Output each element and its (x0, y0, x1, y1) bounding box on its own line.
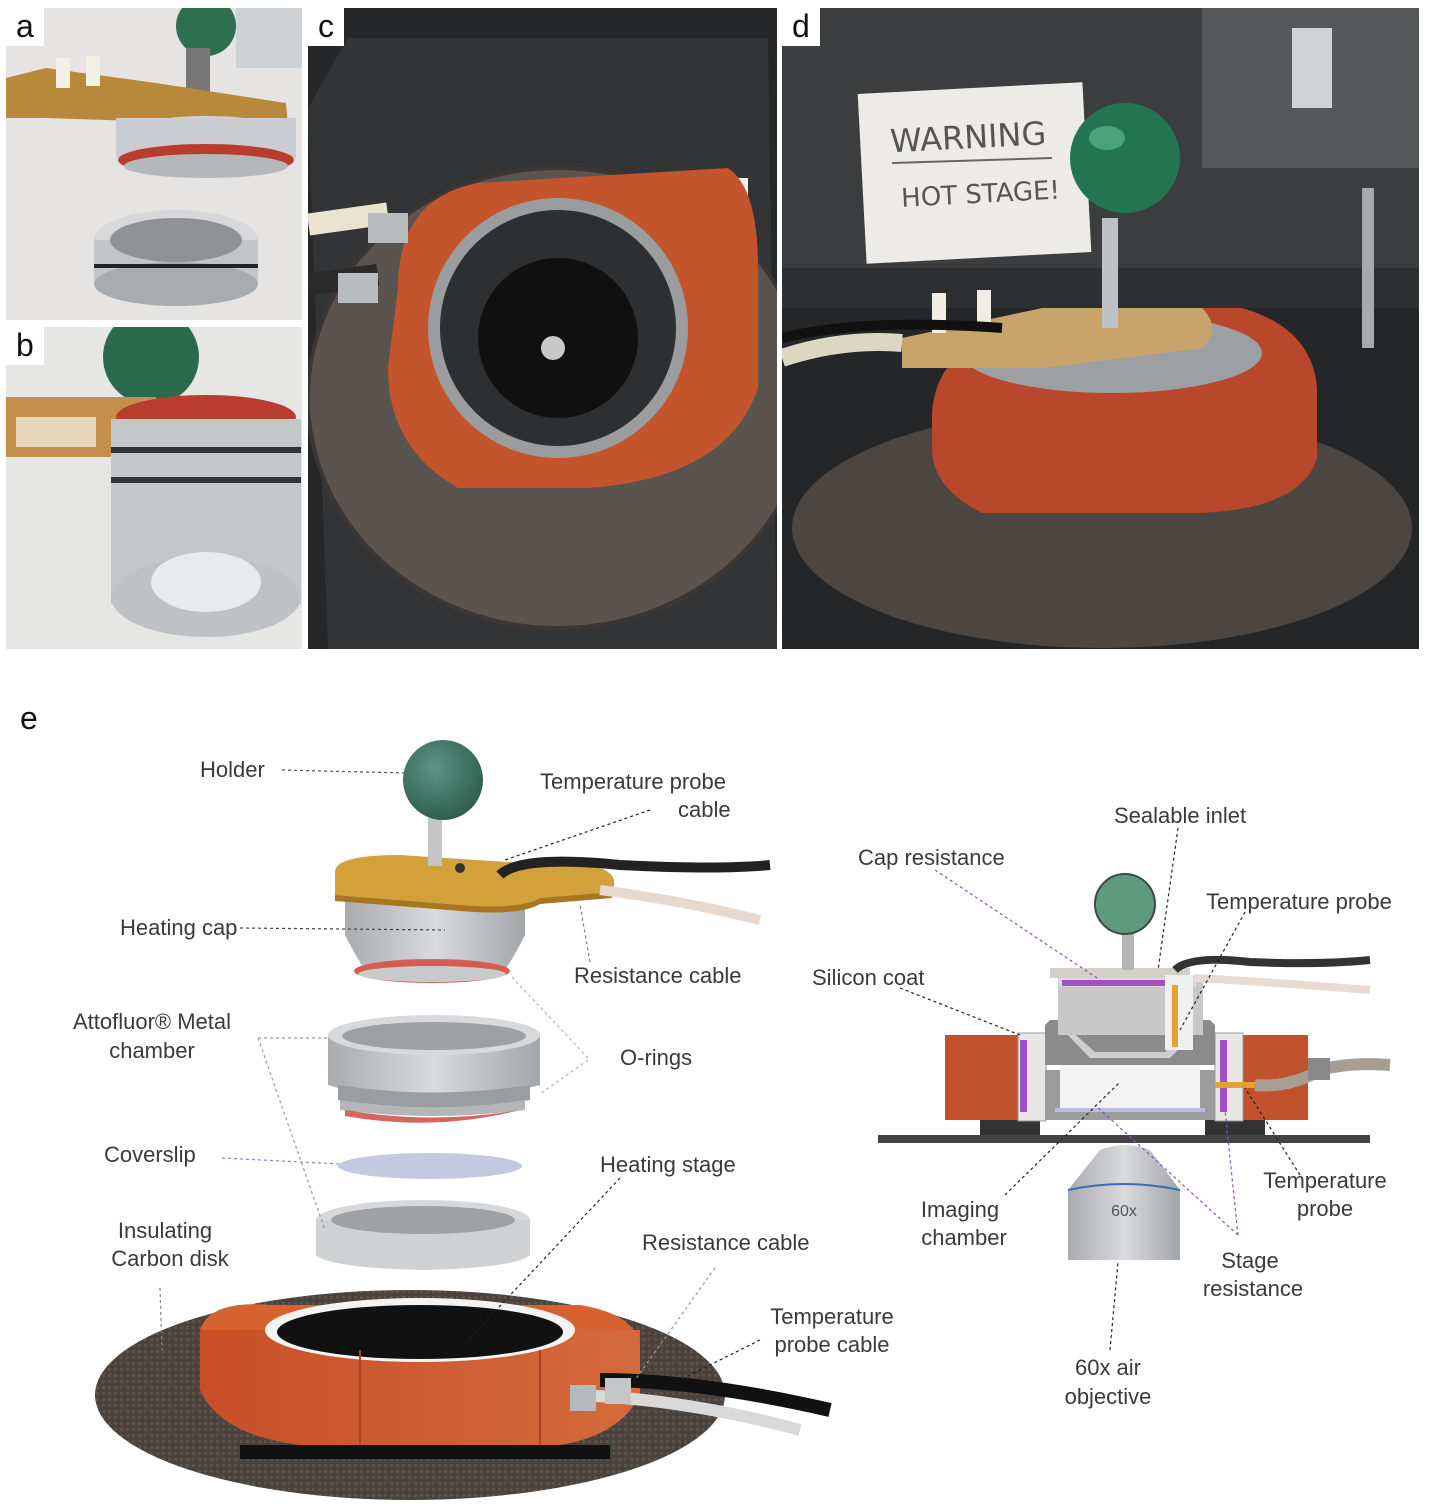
leader-lines-cross (899, 827, 1301, 1351)
cable-connector-icon (605, 1378, 631, 1404)
label-attofluor-2: chamber (109, 1038, 195, 1063)
label-cap-resistance: Cap resistance (858, 845, 1005, 870)
holder-ball-icon (403, 740, 483, 820)
leader-lines-exploded (159, 769, 761, 1381)
photo-a-holder-and-chamber (6, 8, 302, 320)
label-o-rings: O-rings (620, 1045, 693, 1070)
heating-cap-body (345, 900, 525, 983)
air-objective: 60x (1067, 1145, 1181, 1260)
panel-label-b: b (6, 327, 44, 365)
photo-panel-c: c (308, 8, 777, 649)
gold-holder-plate (335, 855, 615, 907)
label-insulating-1: Insulating (117, 1218, 213, 1243)
label-silicon-coat: Silicon coat (812, 965, 925, 990)
label-stage-resistance-2: resistance (1202, 1276, 1304, 1301)
warning-sign: WARNING HOT STAGE! (857, 82, 1092, 264)
cross-section-view: 60x (878, 873, 1391, 1260)
cap-resistance-strip (1062, 980, 1192, 986)
objective-magnification-mark: 60x (1111, 1203, 1137, 1220)
label-resistance-cable-bottom: Resistance cable (642, 1230, 810, 1255)
green-ball-icon (176, 8, 236, 56)
label-temperature-probe-right-1: Temperature (1263, 1168, 1387, 1193)
label-heating-stage: Heating stage (600, 1152, 736, 1177)
label-objective-2: objective (1064, 1384, 1152, 1409)
attofluor-chamber-body (328, 1015, 540, 1123)
warning-sign-line1: WARNING (889, 114, 1047, 160)
cable-connector-icon (570, 1385, 596, 1411)
label-temperature-probe-right-2: probe (1296, 1196, 1354, 1221)
label-holder: Holder (200, 757, 265, 782)
photo-b-assembled-chamber (6, 327, 302, 649)
label-temp-probe-cable-top-1: Temperature probe (540, 769, 726, 794)
temperature-probe-cap (1172, 985, 1178, 1047)
schematic-diagram: 60x (95, 740, 1391, 1500)
label-temp-probe-cable-top-2: cable (678, 797, 731, 822)
panel-label-c: c (308, 8, 344, 46)
panel-label-d: d (782, 8, 820, 46)
label-imaging-chamber-2: chamber (921, 1225, 1007, 1250)
label-heating-cap: Heating cap (120, 915, 238, 940)
label-attofluor-1: Attofluor® Metal (72, 1009, 232, 1034)
label-insulating-2: Carbon disk (111, 1246, 229, 1271)
green-ball-icon (103, 327, 199, 405)
stage-orange-left (945, 1035, 1020, 1120)
green-ball-icon (1070, 103, 1180, 213)
label-temperature-probe-top: Temperature probe (1206, 889, 1392, 914)
photo-panel-b: b (6, 327, 302, 649)
label-objective-1: 60x air (1074, 1355, 1142, 1380)
coverslip-glass (338, 1153, 522, 1179)
photo-panel-d: WARNING HOT STAGE! d (782, 8, 1419, 649)
label-temp-probe-cable-bottom-1: Temperature (770, 1304, 894, 1329)
label-imaging-chamber-1: Imaging (920, 1197, 1000, 1222)
photo-panel-a: a (6, 8, 302, 320)
label-temp-probe-cable-bottom-2: probe cable (774, 1332, 890, 1357)
panel-label-e: e (20, 700, 38, 736)
heating-stage-block (200, 1298, 640, 1459)
label-stage-resistance-1: Stage (1221, 1248, 1279, 1273)
photo-d-mounted-hot-stage: WARNING HOT STAGE! (782, 8, 1419, 649)
label-resistance-cable-top: Resistance cable (574, 963, 742, 988)
holder-ball-icon (1094, 873, 1156, 935)
exploded-view (95, 740, 832, 1500)
label-coverslip: Coverslip (104, 1142, 196, 1167)
temperature-probe-stage (1215, 1082, 1257, 1088)
label-sealable-inlet: Sealable inlet (1114, 803, 1247, 828)
panel-label-a: a (6, 8, 44, 46)
photo-c-heating-stage-top-view (308, 8, 777, 649)
